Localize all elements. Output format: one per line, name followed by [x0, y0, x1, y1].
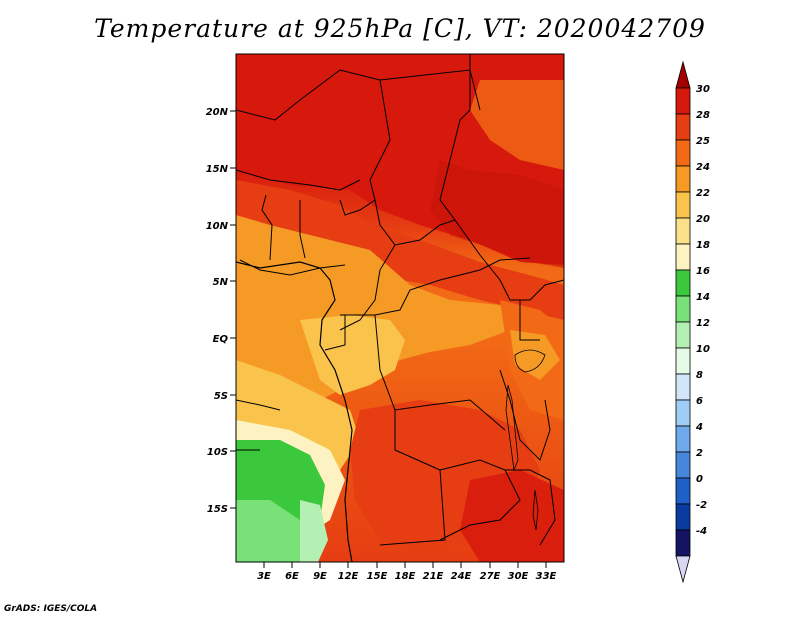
warm-patch-northeast — [470, 80, 564, 170]
congo-basin-zone — [300, 315, 405, 395]
southeast-hot-zone — [460, 470, 564, 562]
legend-label: 8 — [696, 370, 703, 381]
hot-core-east — [430, 160, 564, 268]
legend-top-arrow — [675, 60, 691, 89]
legend-label: 14 — [696, 292, 710, 303]
legend-label: 12 — [696, 318, 710, 329]
legend-swatch — [675, 399, 691, 427]
legend-swatch — [675, 87, 691, 115]
legend-swatch — [675, 217, 691, 245]
legend-swatch — [675, 425, 691, 453]
legend-label: 6 — [696, 396, 703, 407]
legend-swatch — [675, 139, 691, 167]
legend-swatch — [675, 243, 691, 271]
legend-label: 4 — [695, 422, 703, 433]
legend-swatch — [675, 321, 691, 349]
legend-swatch — [675, 451, 691, 479]
atlantic-coldest-zone — [236, 500, 305, 562]
map-frame — [235, 53, 565, 563]
lat-label: 10N — [206, 221, 229, 232]
lon-label: 15E — [367, 571, 388, 582]
legend-label: 18 — [696, 240, 710, 251]
lon-label: 33E — [536, 571, 557, 582]
legend-swatch — [675, 295, 691, 323]
legend-label: 24 — [696, 162, 710, 173]
legend-label: 22 — [696, 188, 710, 199]
legend-swatch — [675, 529, 691, 557]
lat-label: EQ — [213, 334, 229, 345]
lake-tanganyika — [505, 384, 519, 472]
lat-label: 15N — [206, 164, 229, 175]
legend-label: 25 — [696, 136, 710, 147]
lat-label: 15S — [207, 504, 228, 515]
lon-label: 6E — [285, 571, 299, 582]
highlands-cooler — [510, 330, 560, 380]
legend-label: 10 — [696, 344, 710, 355]
lon-label: 18E — [395, 571, 416, 582]
legend-swatch — [675, 165, 691, 193]
lat-label: 20N — [206, 107, 229, 118]
legend-bottom-arrow — [675, 555, 691, 584]
lon-label: 30E — [508, 571, 529, 582]
legend-label: 0 — [696, 474, 703, 485]
lat-label: 5N — [213, 277, 229, 288]
lon-label: 27E — [480, 571, 501, 582]
legend-swatch — [675, 347, 691, 375]
legend-swatch — [675, 503, 691, 531]
lat-label: 10S — [207, 447, 228, 458]
lon-label: 3E — [257, 571, 271, 582]
legend-swatch — [675, 477, 691, 505]
legend-swatch — [675, 373, 691, 401]
legend-label: 2 — [696, 448, 703, 459]
coastline — [236, 261, 353, 562]
chart-title: Temperature at 925hPa [C], VT: 202004270… — [94, 14, 706, 43]
lake-victoria — [514, 349, 546, 373]
legend-swatch — [675, 269, 691, 297]
lon-label: 21E — [423, 571, 444, 582]
lon-label: 9E — [313, 571, 327, 582]
legend-label: 16 — [696, 266, 710, 277]
legend-label: -2 — [696, 500, 707, 511]
country-boundaries — [236, 54, 564, 546]
lon-label: 12E — [338, 571, 359, 582]
legend-swatch — [675, 113, 691, 141]
legend-label: 20 — [696, 214, 710, 225]
lon-label: 24E — [451, 571, 472, 582]
legend-swatch — [675, 191, 691, 219]
lat-axis: 20N 15N 10N 5N EQ 5S 10S 15S — [206, 107, 236, 515]
lat-label: 5S — [214, 391, 228, 402]
legend-label: -4 — [696, 526, 707, 537]
grads-credit: GrADS: IGES/COLA — [4, 604, 98, 614]
benguela-coast — [300, 500, 328, 562]
lake-malawi — [532, 489, 539, 531]
lon-axis: 3E 6E 9E 12E 15E 18E 21E 24E 27E 30E 33E — [257, 562, 557, 582]
legend-label: 30 — [696, 84, 710, 95]
legend-label: 28 — [696, 110, 710, 121]
map-plot-area — [236, 54, 564, 562]
sahel-band — [236, 180, 564, 320]
